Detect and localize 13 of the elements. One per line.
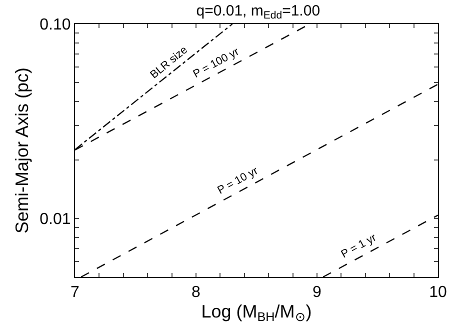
x-tick-label: 7 <box>70 284 80 302</box>
x-axis-title: Log (M$_{BH}$/M$_{⊙}$) <box>201 301 312 324</box>
y-axis-title: Semi-Major Axis (pc) <box>12 67 32 234</box>
y-tick-label: 0.10 <box>40 16 71 34</box>
text: BLR size <box>148 44 190 82</box>
text: P = 100 yr <box>191 46 242 81</box>
x-tick-label: 8 <box>192 284 201 302</box>
x-tick-label: 10 <box>429 284 447 302</box>
y-tick-label: 0.01 <box>40 211 71 228</box>
x-tick-label: 9 <box>312 284 322 302</box>
text: P = 1 yr <box>339 232 379 261</box>
text: P = 10 yr <box>216 164 260 197</box>
chart-title: q=0.01, m$_{Edd}$=1.00 <box>196 2 320 22</box>
